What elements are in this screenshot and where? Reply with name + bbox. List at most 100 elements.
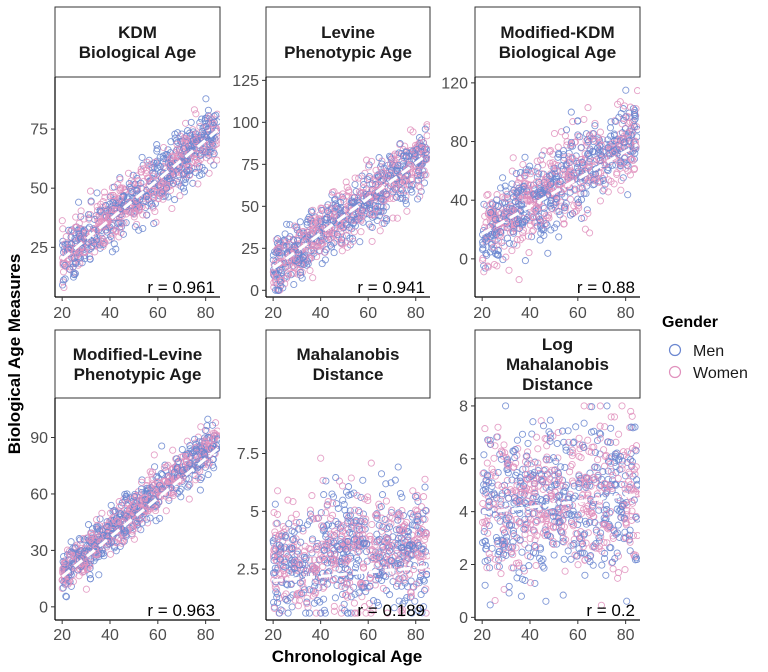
data-point: [281, 241, 289, 249]
data-point: [594, 178, 602, 186]
data-point: [359, 184, 367, 192]
data-point: [595, 146, 603, 154]
data-point: [594, 144, 602, 152]
y-tick-label: 0: [39, 599, 48, 616]
data-point: [510, 186, 518, 194]
data-point: [270, 604, 278, 612]
data-point: [412, 522, 420, 530]
data-point: [516, 201, 524, 209]
data-point: [423, 123, 430, 131]
data-point: [416, 572, 425, 580]
data-point: [413, 550, 422, 558]
data-point: [308, 549, 316, 557]
facet-title-line: Levine: [321, 23, 375, 42]
data-point: [513, 215, 521, 223]
data-point: [479, 241, 487, 249]
facet-title-line: Mahalanobis: [297, 345, 400, 364]
data-point: [414, 606, 422, 614]
data-point: [123, 510, 131, 518]
data-point: [585, 149, 593, 157]
data-point: [494, 423, 502, 431]
data-point: [306, 246, 315, 254]
data-point: [616, 135, 624, 143]
data-point: [382, 480, 390, 488]
trend-line: [272, 153, 429, 270]
data-point: [84, 521, 93, 529]
data-point: [330, 602, 338, 610]
data-point: [181, 134, 189, 142]
data-point: [198, 447, 206, 455]
data-point: [122, 219, 130, 227]
data-point: [387, 542, 395, 550]
data-point: [320, 583, 328, 591]
data-point: [274, 599, 282, 607]
data-point: [581, 225, 589, 233]
data-point: [309, 274, 317, 282]
data-point: [330, 539, 338, 547]
data-point: [532, 178, 540, 186]
data-point: [340, 500, 348, 508]
data-point: [144, 476, 152, 484]
data-point: [133, 503, 141, 512]
data-point: [315, 514, 323, 522]
data-point: [86, 255, 94, 263]
data-point: [390, 152, 398, 160]
data-point: [82, 585, 90, 593]
data-point: [295, 231, 303, 239]
data-point: [393, 214, 401, 222]
data-point: [60, 276, 68, 284]
data-point: [192, 169, 200, 177]
data-point: [329, 213, 338, 221]
data-point: [209, 120, 217, 128]
data-point: [194, 461, 202, 469]
data-point: [145, 174, 153, 182]
data-point: [584, 209, 592, 217]
data-point: [189, 179, 197, 187]
data-point: [354, 556, 362, 564]
y-tick-label: 40: [450, 193, 468, 210]
data-point: [151, 158, 159, 166]
data-point: [422, 548, 430, 556]
data-point: [495, 562, 503, 571]
data-point: [143, 515, 151, 523]
point-layer: [479, 86, 640, 284]
data-point: [59, 268, 68, 276]
data-point: [277, 277, 286, 285]
data-point: [306, 510, 315, 518]
data-point: [502, 253, 510, 261]
data-point: [604, 163, 612, 172]
data-point: [75, 230, 83, 238]
data-point: [320, 546, 328, 554]
data-point: [150, 220, 158, 228]
data-point: [76, 536, 84, 544]
data-point: [312, 546, 320, 554]
data-point: [349, 194, 357, 202]
data-point: [412, 548, 420, 556]
data-point: [133, 187, 141, 195]
data-point: [624, 167, 632, 175]
data-point: [540, 179, 548, 187]
data-point: [101, 193, 109, 201]
data-point: [342, 178, 350, 186]
data-point: [308, 492, 316, 500]
data-point: [114, 180, 122, 188]
data-point: [597, 150, 605, 158]
data-point: [343, 243, 352, 251]
data-point: [213, 436, 220, 444]
data-point: [342, 558, 350, 566]
x-tick-label: 40: [521, 305, 539, 322]
data-point: [547, 162, 555, 170]
data-point: [269, 537, 277, 545]
data-point: [172, 137, 180, 145]
data-point: [62, 592, 70, 600]
data-point: [273, 593, 281, 601]
data-point: [565, 159, 573, 167]
data-point: [331, 196, 339, 204]
data-point: [595, 139, 603, 147]
data-point: [392, 573, 400, 581]
data-point: [362, 588, 370, 596]
data-point: [302, 609, 310, 617]
data-point: [366, 574, 374, 582]
data-point: [61, 261, 69, 269]
data-point: [158, 442, 166, 450]
